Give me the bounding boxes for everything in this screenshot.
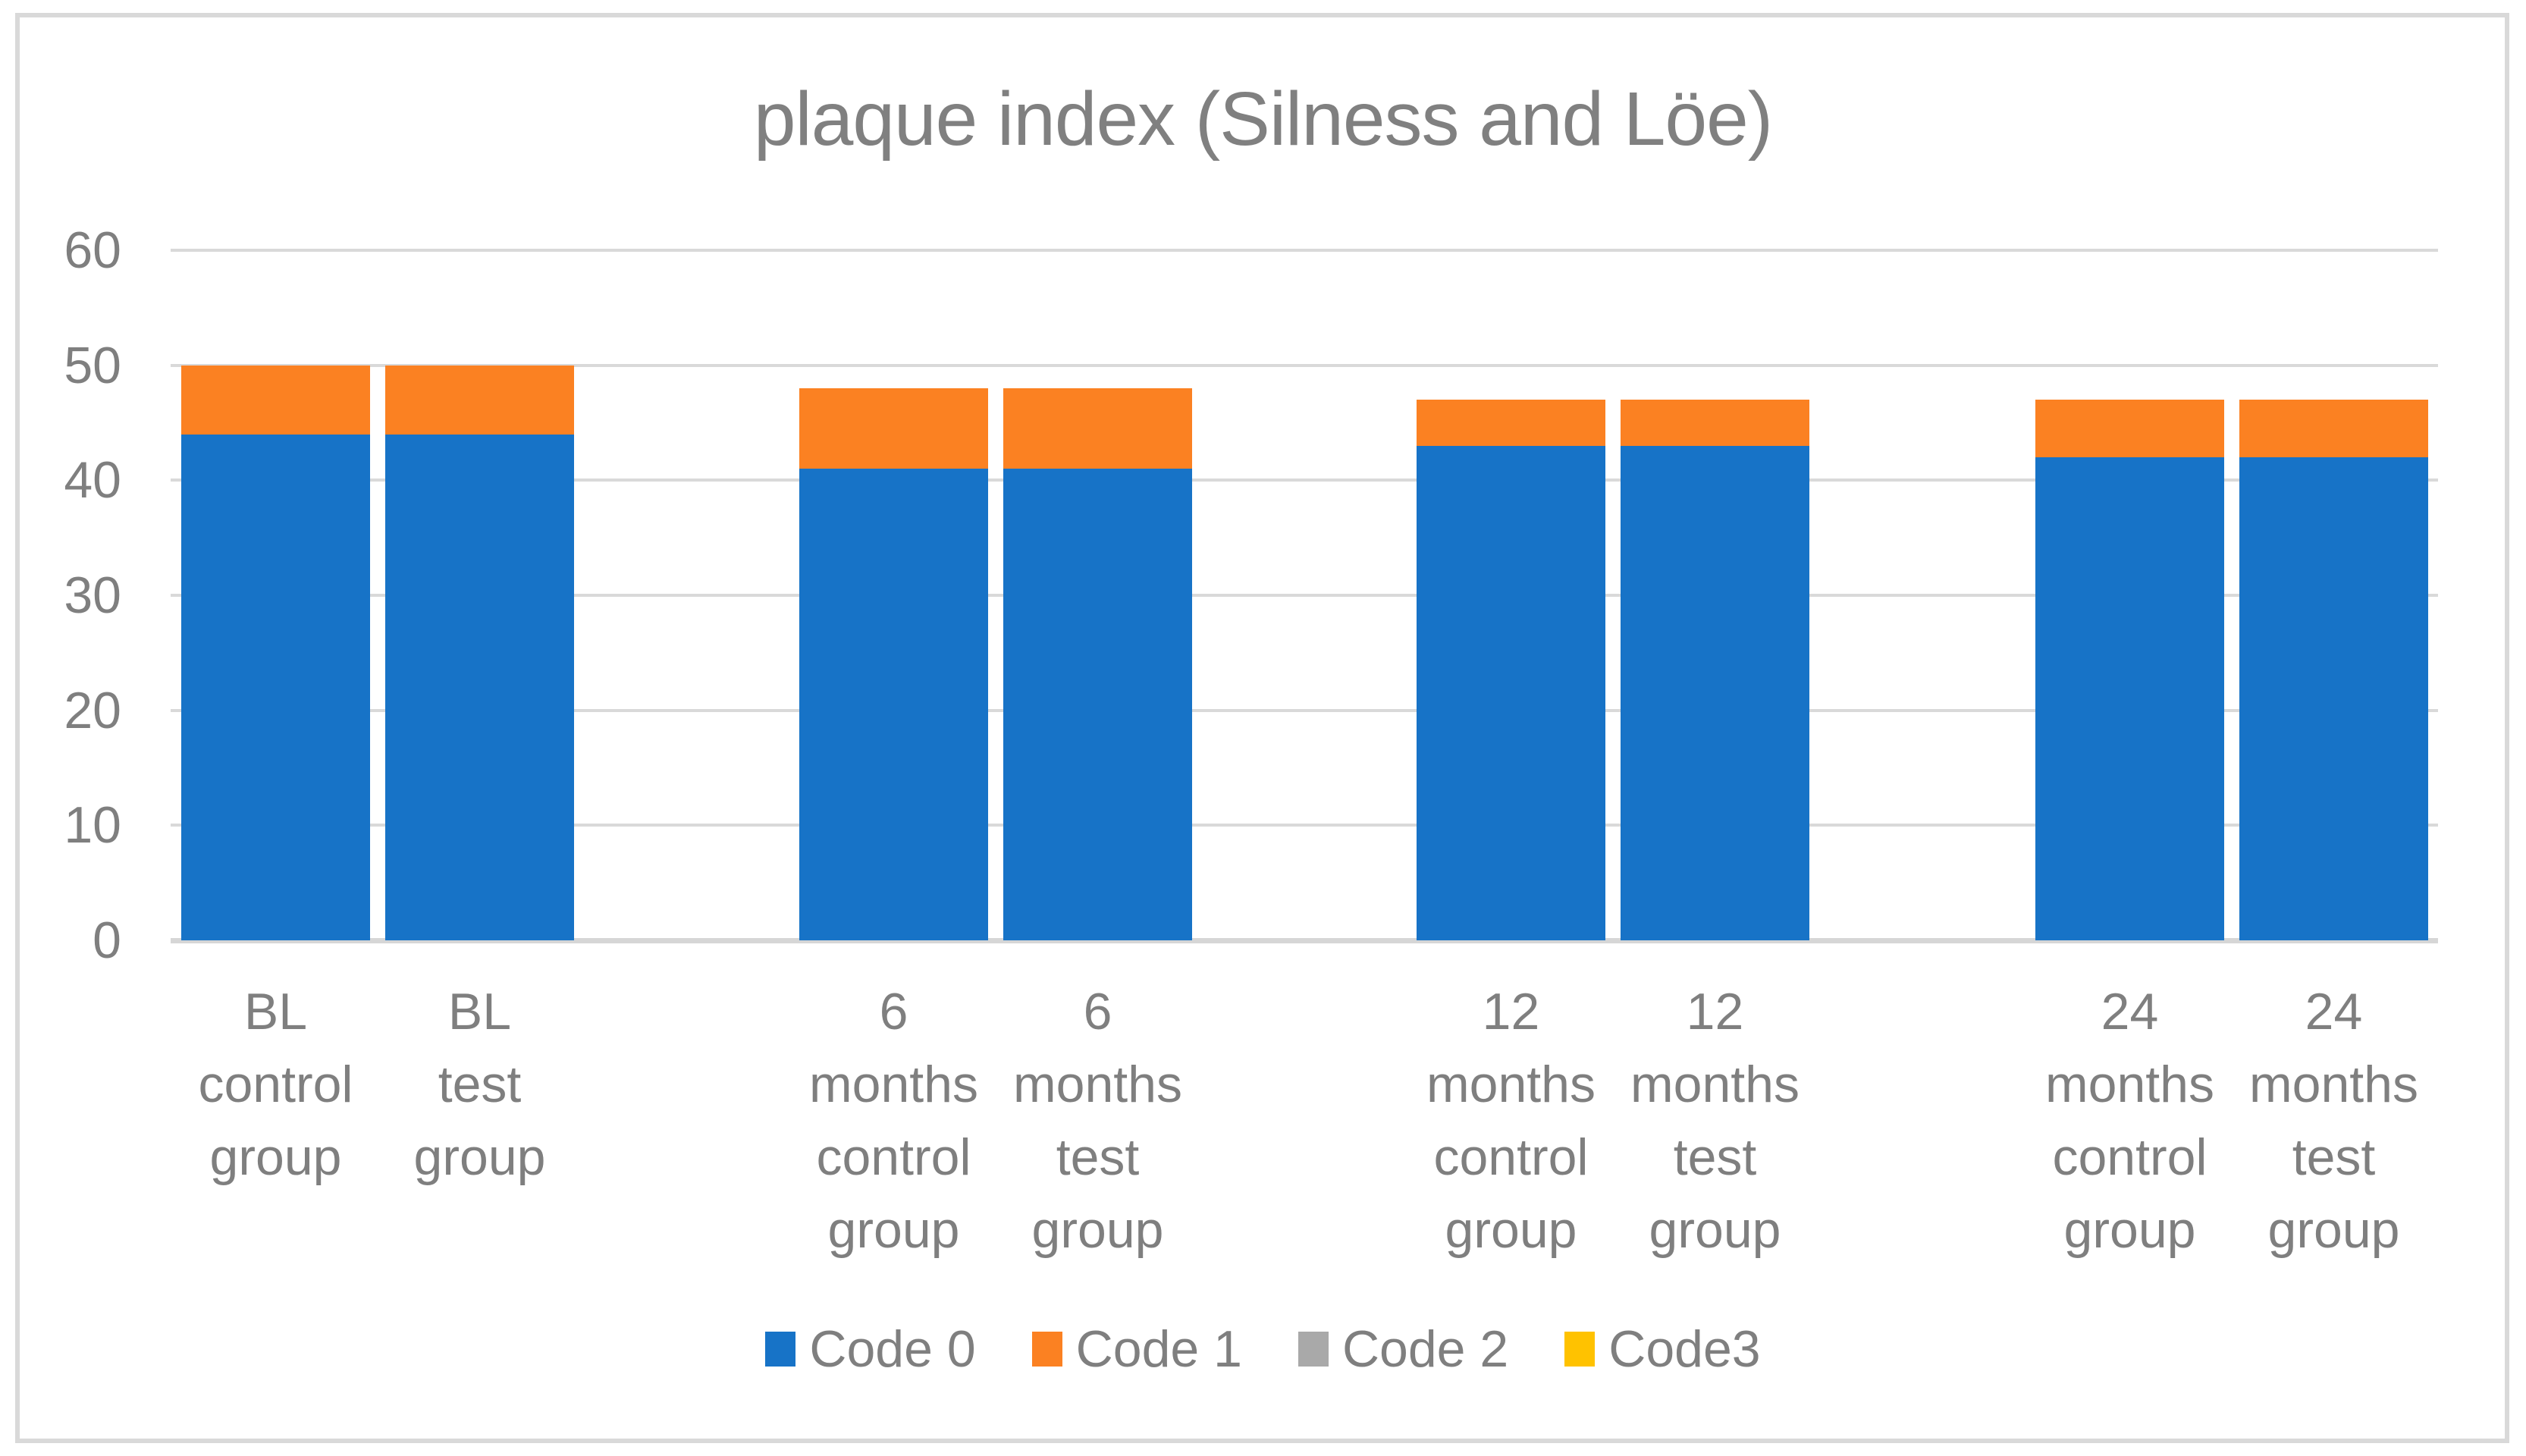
- chart-title: plaque index (Silness and Löe): [753, 77, 1773, 162]
- bar-segment-12-months-test-group-code-0: [1621, 445, 1809, 940]
- x-axis-label-bl-test-group: BL test group: [413, 983, 546, 1186]
- legend-swatch-icon-code-1: [1031, 1332, 1062, 1367]
- legend-swatch-icon-code3: [1564, 1332, 1596, 1367]
- gridline-10: [171, 824, 2438, 827]
- y-axis-tick-label-40: 40: [64, 451, 121, 510]
- legend-label-code-1: Code 1: [1075, 1320, 1242, 1378]
- legend-item-code3: Code3: [1564, 1320, 1761, 1379]
- x-axis-label-12-months-test-group: 12 months test group: [1630, 983, 1800, 1259]
- bar-segment-24-months-control-group-code-1: [2035, 400, 2224, 457]
- bar-segment-bl-control-group-code-1: [181, 365, 370, 435]
- y-axis-tick-label-0: 0: [93, 912, 121, 969]
- bar-segment-bl-test-group-code-0: [385, 434, 574, 940]
- legend-item-code-2: Code 2: [1298, 1320, 1508, 1379]
- y-axis-tick-label-20: 20: [64, 681, 121, 739]
- legend: Code 0 Code 1 Code 2 Code3: [0, 1320, 2526, 1379]
- bar-segment-12-months-control-group-code-1: [1417, 400, 1605, 446]
- bar-segment-12-months-control-group-code-0: [1417, 445, 1605, 940]
- x-axis-label-12-months-control-group: 12 months control group: [1426, 983, 1596, 1259]
- bar-segment-6-months-control-group-code-1: [799, 388, 988, 469]
- legend-swatch-icon-code-2: [1298, 1332, 1329, 1367]
- legend-label-code3: Code3: [1608, 1320, 1761, 1378]
- gridline-50: [171, 363, 2438, 367]
- legend-label-code-2: Code 2: [1341, 1320, 1509, 1378]
- bar-segment-24-months-test-group-code-1: [2239, 400, 2428, 457]
- gridline-20: [171, 708, 2438, 712]
- legend-swatch-icon-code-0: [765, 1332, 796, 1367]
- gridline-30: [171, 594, 2438, 597]
- bar-segment-bl-control-group-code-0: [181, 434, 370, 940]
- bar-segment-bl-test-group-code-1: [385, 365, 574, 435]
- legend-label-code-0: Code 0: [809, 1320, 976, 1378]
- y-axis-tick-label-60: 60: [64, 221, 121, 279]
- bar-segment-12-months-test-group-code-1: [1621, 400, 1809, 446]
- y-axis-tick-label-30: 30: [64, 566, 121, 624]
- y-axis-tick-label-10: 10: [64, 796, 121, 855]
- bar-segment-24-months-control-group-code-0: [2035, 457, 2224, 940]
- gridline-40: [171, 479, 2438, 482]
- bar-segment-24-months-test-group-code-0: [2239, 457, 2428, 940]
- y-axis-tick-label-50: 50: [64, 336, 121, 394]
- x-axis-label-24-months-test-group: 24 months test group: [2249, 983, 2418, 1259]
- gridline-60: [171, 249, 2438, 252]
- x-axis-label-6-months-test-group: 6 months test group: [1013, 983, 1182, 1259]
- bar-segment-6-months-test-group-code-0: [1003, 469, 1192, 940]
- x-axis-label-24-months-control-group: 24 months control group: [2045, 983, 2214, 1259]
- x-axis-label-bl-control-group: BL control group: [198, 983, 353, 1186]
- bar-segment-6-months-test-group-code-1: [1003, 388, 1192, 469]
- legend-item-code-1: Code 1: [1031, 1320, 1242, 1379]
- legend-item-code-0: Code 0: [765, 1320, 976, 1379]
- x-axis-label-6-months-control-group: 6 months control group: [809, 983, 978, 1259]
- x-axis-baseline: [171, 938, 2438, 943]
- bar-segment-6-months-control-group-code-0: [799, 469, 988, 940]
